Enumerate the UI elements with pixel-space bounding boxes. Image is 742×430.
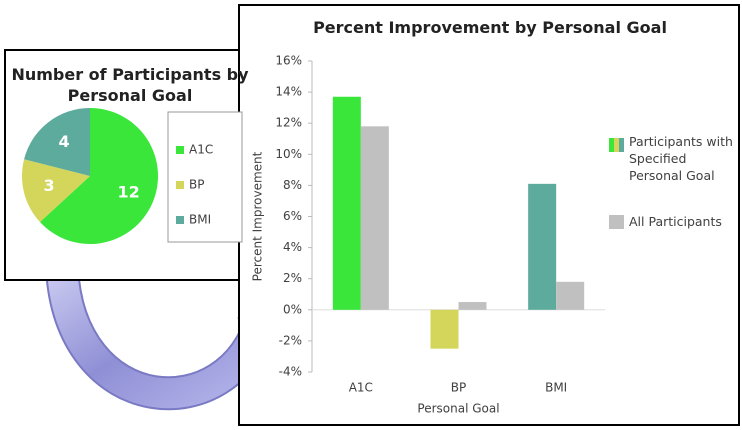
legend-label: BP	[189, 178, 204, 192]
bar	[528, 183, 557, 310]
legend-swatch	[609, 138, 614, 152]
legend-swatch	[176, 146, 184, 154]
legend-swatch	[614, 138, 619, 152]
legend-swatch	[176, 181, 184, 189]
y-tick-label: 2%	[283, 271, 302, 285]
bar	[556, 281, 585, 310]
y-tick-label: 4%	[283, 240, 302, 254]
legend-label: All Participants	[629, 214, 722, 229]
y-tick-label: 12%	[275, 116, 302, 130]
pie-slice	[21, 159, 90, 223]
y-tick-label: -4%	[279, 365, 302, 379]
legend-label: A1C	[189, 143, 213, 157]
legend-label: BMI	[189, 213, 211, 227]
slice-label: 3	[44, 176, 55, 195]
y-tick-label: 10%	[275, 147, 302, 161]
bar	[360, 126, 389, 310]
x-tick-label: BP	[451, 381, 466, 395]
bar	[332, 96, 361, 310]
bar	[458, 302, 487, 310]
bar	[430, 309, 459, 349]
legend-swatch	[609, 215, 624, 229]
pie-slice	[24, 108, 91, 176]
y-tick-label: 0%	[283, 302, 302, 316]
y-tick-label: 14%	[275, 85, 302, 99]
legend-swatch	[176, 216, 184, 224]
y-tick-label: -2%	[279, 333, 302, 347]
arrow-body	[47, 266, 277, 409]
bar-title: Percent Improvement by Personal Goal	[313, 18, 667, 37]
legend-label: Participants with Specified Personal Goa…	[629, 134, 733, 183]
x-axis-label: Personal Goal	[417, 402, 499, 416]
slice-label: 12	[117, 182, 139, 201]
y-tick-label: 8%	[283, 178, 302, 192]
x-tick-label: A1C	[349, 381, 373, 395]
y-tick-label: 16%	[275, 54, 302, 68]
pie-title: Number of Participants by Personal Goal	[11, 65, 249, 105]
y-tick-label: 6%	[283, 209, 302, 223]
y-axis-label: Percent Improvement	[251, 151, 265, 281]
legend-swatch	[619, 138, 624, 152]
x-tick-label: BMI	[545, 381, 567, 395]
pie-slice	[39, 108, 159, 244]
slice-label: 4	[59, 132, 70, 151]
bar-frame	[238, 4, 740, 426]
